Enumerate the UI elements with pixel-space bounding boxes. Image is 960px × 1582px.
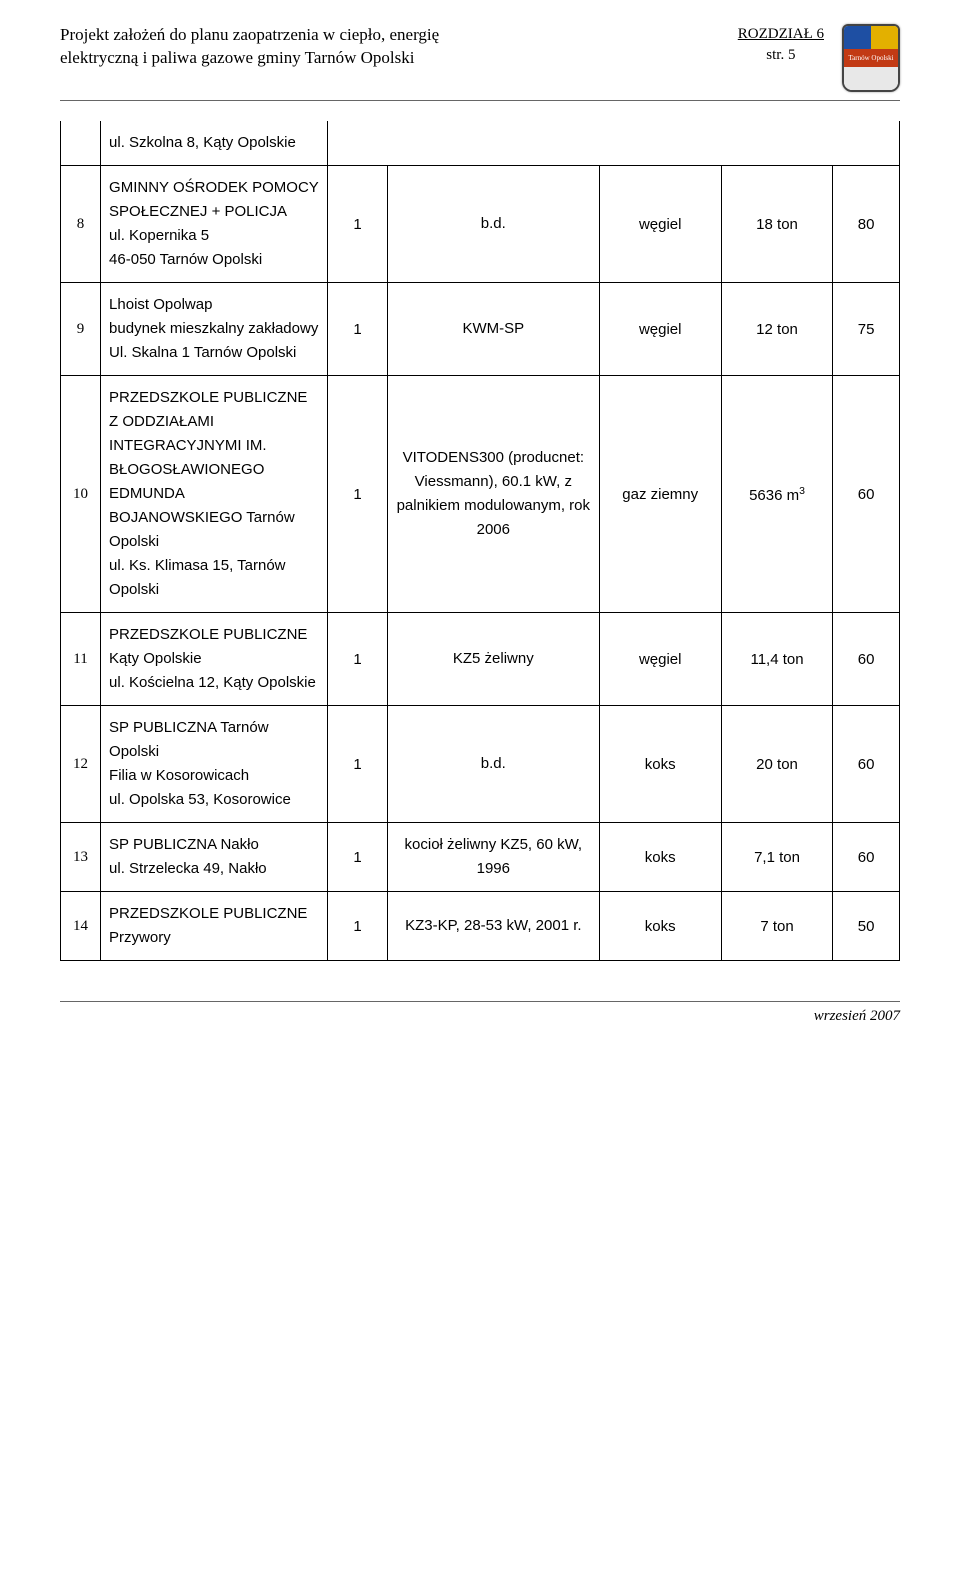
boiler-cell: kocioł żeliwny KZ5, 60 kW, 1996 (388, 823, 599, 892)
last-cell: 60 (833, 613, 900, 706)
data-table: ul. Szkolna 8, Kąty Opolskie8GMINNY OŚRO… (60, 121, 900, 961)
last-cell: 50 (833, 892, 900, 961)
row-index: 11 (61, 613, 101, 706)
boiler-cell: KZ5 żeliwny (388, 613, 599, 706)
page-footer: wrzesień 2007 (60, 1001, 900, 1025)
institution-name: PRZEDSZKOLE PUBLICZNE Kąty Opolskieul. K… (101, 613, 328, 706)
fuel-cell: koks (599, 706, 721, 823)
row-index: 12 (61, 706, 101, 823)
row-index: 8 (61, 166, 101, 283)
amount-cell: 18 ton (721, 166, 832, 283)
qty-cell: 1 (328, 613, 388, 706)
qty-cell: 1 (328, 376, 388, 613)
last-cell: 80 (833, 166, 900, 283)
boiler-cell: KWM-SP (388, 283, 599, 376)
institution-name: GMINNY OŚRODEK POMOCY SPOŁECZNEJ + POLIC… (101, 166, 328, 283)
empty-cell (328, 121, 900, 166)
fuel-cell: węgiel (599, 166, 721, 283)
fuel-cell: węgiel (599, 613, 721, 706)
table-row: ul. Szkolna 8, Kąty Opolskie (61, 121, 900, 166)
table-row: 12SP PUBLICZNA Tarnów OpolskiFilia w Kos… (61, 706, 900, 823)
fuel-cell: koks (599, 823, 721, 892)
institution-name: ul. Szkolna 8, Kąty Opolskie (101, 121, 328, 166)
amount-cell: 5636 m3 (721, 376, 832, 613)
title-line2: elektryczną i paliwa gazowe gminy Tarnów… (60, 48, 414, 67)
amount-cell: 7 ton (721, 892, 832, 961)
row-index: 10 (61, 376, 101, 613)
last-cell: 60 (833, 706, 900, 823)
page-label: str. 5 (738, 45, 824, 66)
amount-cell: 11,4 ton (721, 613, 832, 706)
chapter-box: ROZDZIAŁ 6 str. 5 (738, 24, 824, 66)
table-row: 8GMINNY OŚRODEK POMOCY SPOŁECZNEJ + POLI… (61, 166, 900, 283)
boiler-cell: KZ3-KP, 28-53 kW, 2001 r. (388, 892, 599, 961)
amount-cell: 12 ton (721, 283, 832, 376)
institution-name: PRZEDSZKOLE PUBLICZNEZ ODDZIAŁAMI INTEGR… (101, 376, 328, 613)
fuel-cell: gaz ziemny (599, 376, 721, 613)
doc-title: Projekt założeń do planu zaopatrzenia w … (60, 24, 439, 70)
institution-name: PRZEDSZKOLE PUBLICZNE Przywory (101, 892, 328, 961)
page-header: Projekt założeń do planu zaopatrzenia w … (60, 0, 900, 101)
chapter-label: ROZDZIAŁ 6 (738, 24, 824, 45)
boiler-cell: VITODENS300 (producnet: Viessmann), 60.1… (388, 376, 599, 613)
row-index: 14 (61, 892, 101, 961)
row-index: 9 (61, 283, 101, 376)
fuel-cell: koks (599, 892, 721, 961)
row-index (61, 121, 101, 166)
last-cell: 60 (833, 823, 900, 892)
qty-cell: 1 (328, 166, 388, 283)
table-row: 14PRZEDSZKOLE PUBLICZNE Przywory1KZ3-KP,… (61, 892, 900, 961)
amount-cell: 20 ton (721, 706, 832, 823)
institution-name: Lhoist Opolwapbudynek mieszkalny zakłado… (101, 283, 328, 376)
fuel-cell: węgiel (599, 283, 721, 376)
table-row: 10PRZEDSZKOLE PUBLICZNEZ ODDZIAŁAMI INTE… (61, 376, 900, 613)
qty-cell: 1 (328, 892, 388, 961)
qty-cell: 1 (328, 283, 388, 376)
table-row: 9Lhoist Opolwapbudynek mieszkalny zakład… (61, 283, 900, 376)
boiler-cell: b.d. (388, 166, 599, 283)
table-row: 11PRZEDSZKOLE PUBLICZNE Kąty Opolskieul.… (61, 613, 900, 706)
title-line1: Projekt założeń do planu zaopatrzenia w … (60, 25, 439, 44)
qty-cell: 1 (328, 823, 388, 892)
last-cell: 60 (833, 376, 900, 613)
amount-cell: 7,1 ton (721, 823, 832, 892)
crest-icon: Tarnów Opolski (842, 24, 900, 92)
institution-name: SP PUBLICZNA Nakłoul. Strzelecka 49, Nak… (101, 823, 328, 892)
institution-name: SP PUBLICZNA Tarnów OpolskiFilia w Kosor… (101, 706, 328, 823)
header-right: ROZDZIAŁ 6 str. 5 Tarnów Opolski (738, 24, 900, 92)
row-index: 13 (61, 823, 101, 892)
boiler-cell: b.d. (388, 706, 599, 823)
qty-cell: 1 (328, 706, 388, 823)
last-cell: 75 (833, 283, 900, 376)
footer-date: wrzesień 2007 (814, 1008, 900, 1024)
table-row: 13SP PUBLICZNA Nakłoul. Strzelecka 49, N… (61, 823, 900, 892)
